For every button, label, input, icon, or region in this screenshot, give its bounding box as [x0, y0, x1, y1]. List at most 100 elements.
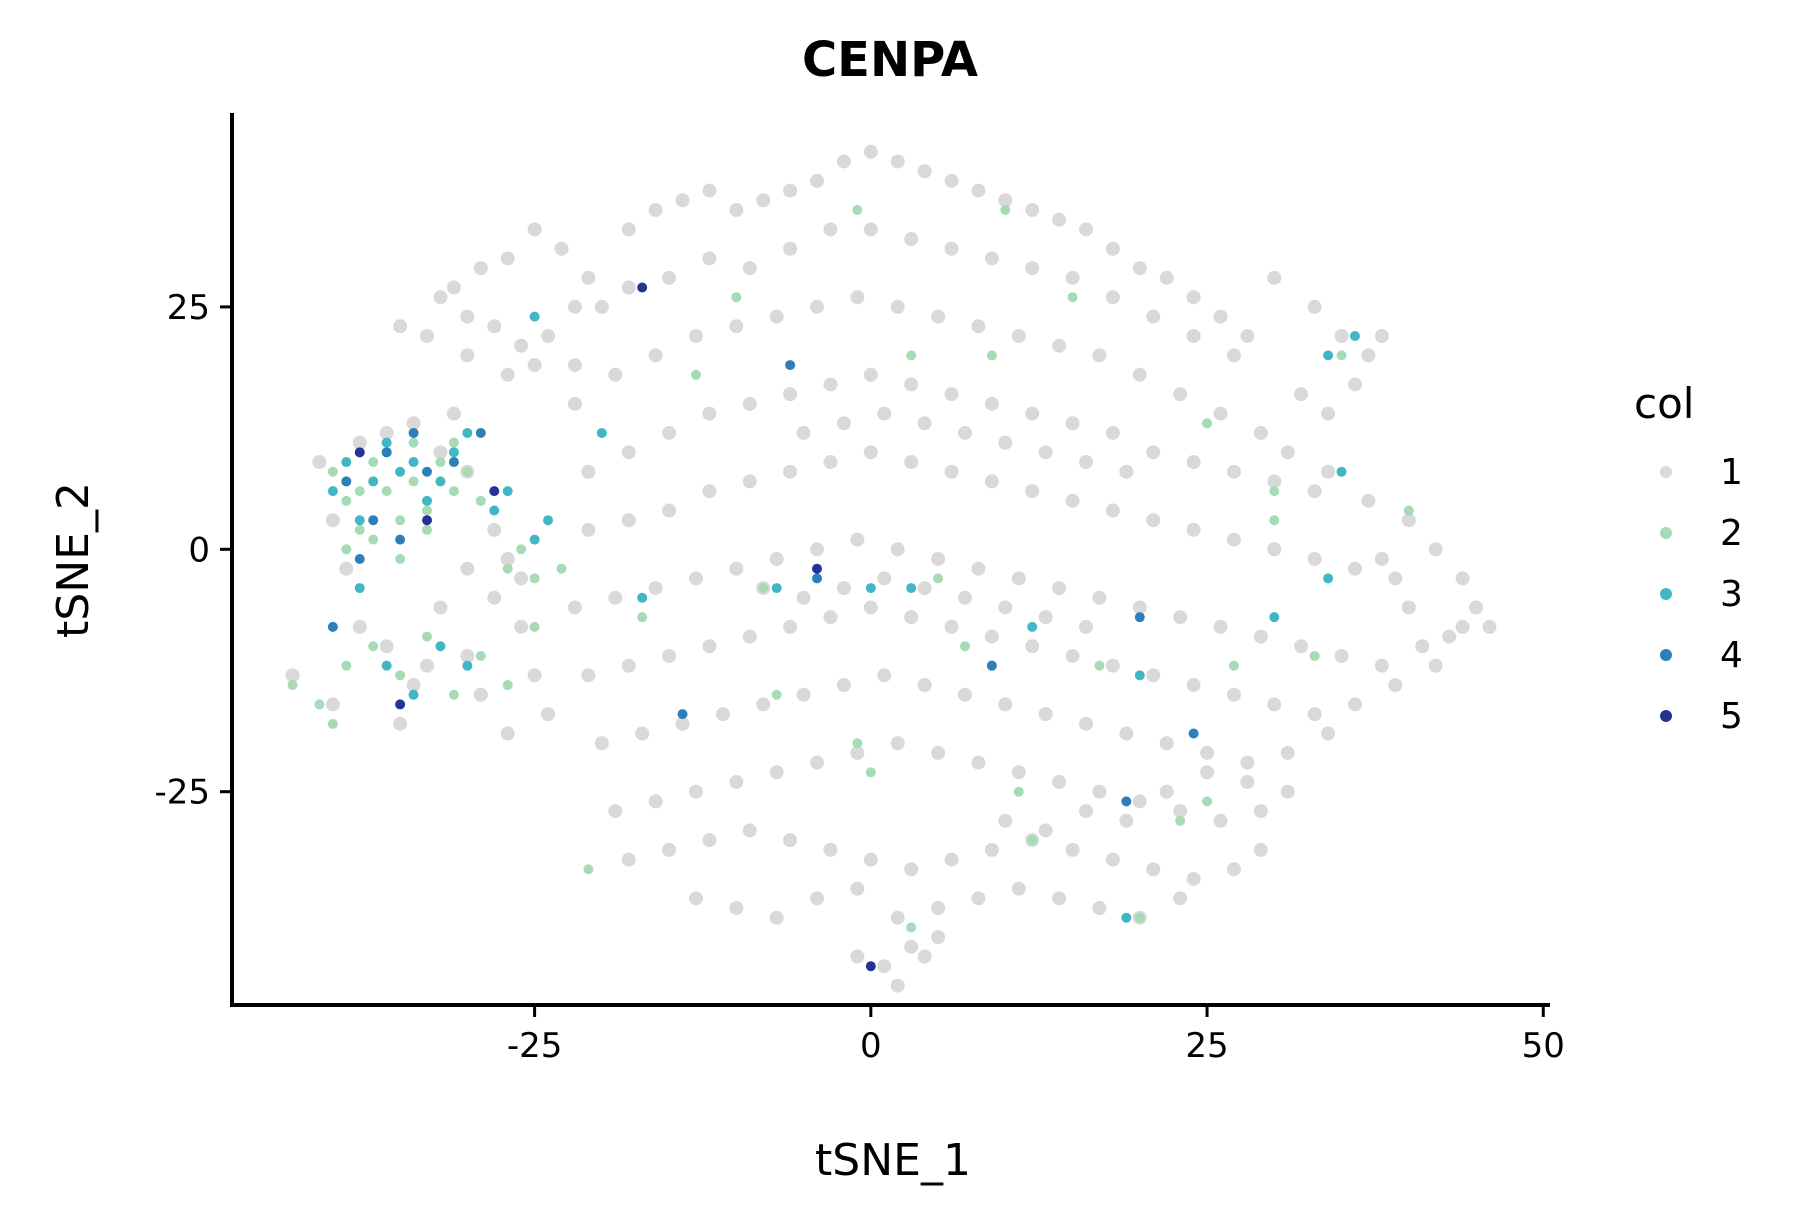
- data-point: [368, 476, 379, 487]
- data-point: [971, 891, 986, 906]
- data-point: [1052, 212, 1067, 227]
- data-point: [487, 522, 502, 537]
- data-point: [448, 437, 459, 448]
- data-point: [1027, 621, 1038, 632]
- data-point: [823, 842, 838, 857]
- data-point: [1323, 350, 1334, 361]
- data-point: [1132, 367, 1147, 382]
- data-point: [514, 619, 529, 634]
- data-point: [702, 639, 717, 654]
- data-point: [877, 959, 892, 974]
- data-point: [354, 515, 365, 526]
- data-point: [1105, 241, 1120, 256]
- data-point: [917, 416, 932, 431]
- data-point: [796, 425, 811, 440]
- data-point: [287, 680, 298, 691]
- data-point: [1159, 736, 1174, 751]
- data-point: [823, 455, 838, 470]
- data-point: [1105, 290, 1120, 305]
- data-point: [381, 437, 392, 448]
- data-point: [1442, 629, 1457, 644]
- data-point: [984, 842, 999, 857]
- data-point: [460, 648, 475, 663]
- data-point: [581, 522, 596, 537]
- legend-swatch: [1660, 710, 1672, 722]
- data-point: [422, 495, 433, 506]
- data-point: [823, 222, 838, 237]
- data-point: [783, 464, 798, 479]
- data-point: [395, 554, 406, 564]
- data-point: [1079, 716, 1094, 731]
- data-point: [1079, 222, 1094, 237]
- data-point: [339, 561, 354, 576]
- legend-swatch: [1660, 588, 1672, 600]
- data-point: [931, 901, 946, 916]
- data-point: [379, 639, 394, 654]
- data-point: [957, 590, 972, 605]
- y-axis-ticks: -25 0 25: [154, 288, 232, 813]
- data-point: [1025, 202, 1040, 217]
- data-point: [621, 513, 636, 528]
- x-axis-title: tSNE_1: [815, 1135, 971, 1186]
- data-point: [1374, 658, 1389, 673]
- data-point: [1146, 513, 1161, 528]
- data-point: [408, 427, 419, 438]
- series-3: [327, 311, 1360, 923]
- data-point: [581, 270, 596, 285]
- data-point: [863, 445, 878, 460]
- data-point: [529, 621, 540, 632]
- data-point: [783, 619, 798, 634]
- data-point: [675, 716, 690, 731]
- data-point: [904, 610, 919, 625]
- data-point: [769, 910, 784, 925]
- data-point: [742, 474, 757, 489]
- data-point: [408, 476, 419, 487]
- data-point: [500, 552, 515, 566]
- data-point: [462, 427, 473, 438]
- data-point: [890, 299, 905, 314]
- data-point: [648, 202, 663, 217]
- data-point: [354, 524, 365, 535]
- data-point: [448, 486, 459, 497]
- data-point: [325, 513, 340, 528]
- data-point: [422, 505, 433, 516]
- data-point: [1025, 639, 1040, 654]
- data-point: [529, 573, 540, 584]
- data-point: [810, 173, 825, 188]
- data-point: [422, 631, 433, 642]
- data-point: [1347, 377, 1362, 392]
- data-point: [420, 329, 435, 343]
- data-point: [327, 621, 338, 632]
- x-tick-label: 25: [1185, 1026, 1228, 1066]
- data-point: [933, 573, 944, 584]
- data-point: [917, 678, 932, 693]
- data-point: [1253, 842, 1268, 857]
- data-point: [785, 360, 796, 371]
- data-point: [448, 689, 459, 700]
- data-point: [475, 427, 486, 438]
- data-point: [1269, 612, 1280, 623]
- data-point: [446, 406, 461, 421]
- data-point: [1374, 552, 1389, 566]
- data-point: [1267, 474, 1282, 489]
- data-point: [1347, 561, 1362, 576]
- data-point: [702, 183, 717, 198]
- legend-label: 1: [1720, 452, 1743, 493]
- data-point: [1094, 660, 1105, 671]
- data-point: [984, 629, 999, 644]
- data-point: [810, 755, 825, 770]
- data-point: [1186, 329, 1201, 343]
- data-point: [810, 891, 825, 906]
- data-point: [823, 610, 838, 625]
- data-point: [1105, 852, 1120, 867]
- legend-label: 4: [1720, 635, 1743, 676]
- data-point: [863, 852, 878, 867]
- data-point: [1321, 464, 1336, 479]
- data-point: [863, 600, 878, 615]
- data-point: [850, 532, 865, 547]
- data-point: [594, 299, 609, 314]
- data-point: [406, 416, 421, 431]
- data-point: [904, 862, 919, 877]
- data-point: [1025, 261, 1040, 276]
- data-point: [1253, 629, 1268, 644]
